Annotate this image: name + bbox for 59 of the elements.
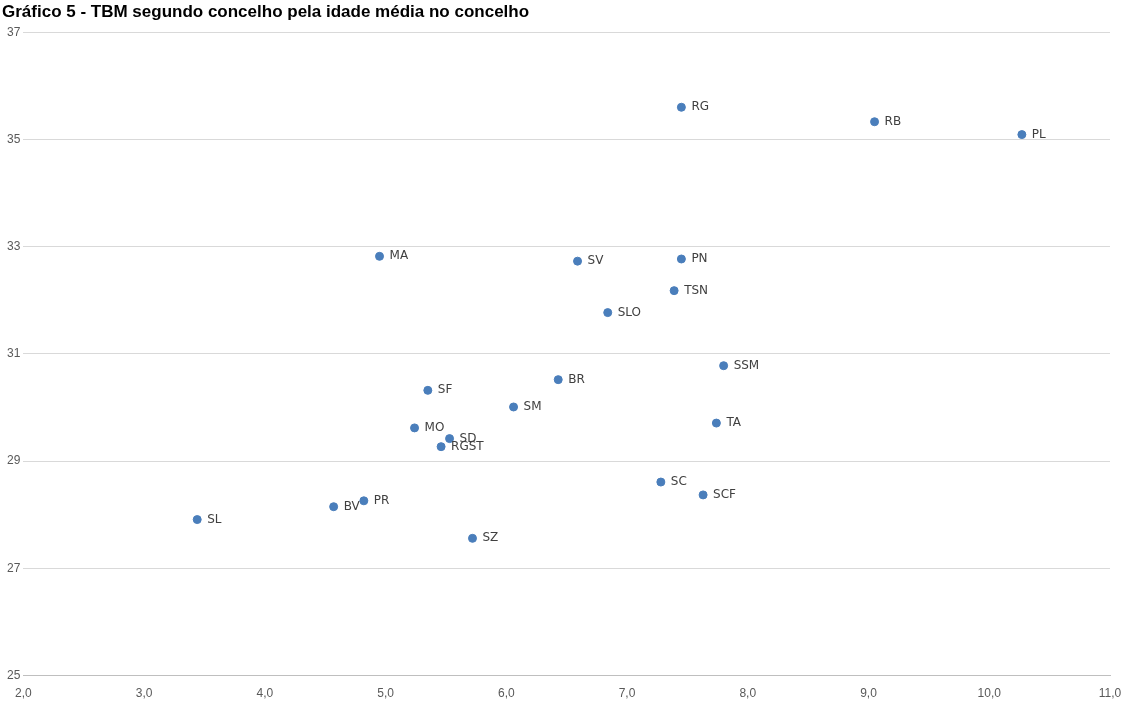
- series-label: SLO: [617, 304, 642, 319]
- point: [669, 286, 679, 296]
- y-tick-label: 37: [6, 24, 21, 39]
- y-tick-label: 25: [6, 667, 21, 682]
- series-label: BV: [343, 498, 361, 513]
- y-tick-label: 33: [6, 238, 21, 253]
- series-label: SSM: [733, 357, 760, 372]
- series-label: SM: [523, 399, 542, 414]
- point: [375, 251, 385, 261]
- x-tick-label: 5,0: [377, 686, 395, 701]
- series-label: SC: [670, 474, 687, 489]
- x-tick-label: 6,0: [497, 686, 515, 701]
- point: [436, 442, 446, 452]
- point: [573, 256, 583, 266]
- point: [676, 102, 686, 112]
- point: [656, 477, 666, 487]
- point: [711, 418, 721, 428]
- x-tick-label: 7,0: [618, 686, 636, 701]
- y-tick-label: 35: [6, 131, 21, 146]
- series-label: PN: [691, 251, 708, 266]
- point: [698, 490, 708, 500]
- x-tick-label: 2,0: [15, 686, 33, 701]
- point: [870, 117, 880, 127]
- x-tick-label: 3,0: [135, 686, 153, 701]
- x-tick-label: 4,0: [256, 686, 274, 701]
- x-tick-label: 10,0: [977, 686, 1002, 701]
- point: [676, 254, 686, 264]
- series-label: SV: [587, 253, 605, 268]
- point: [359, 496, 369, 506]
- y-tick-label: 27: [6, 560, 21, 575]
- point: [329, 502, 339, 512]
- point: [410, 423, 420, 433]
- chart-title: Gráfico 5 - TBM segundo concelho pela idade média no concelho: [2, 2, 531, 22]
- series-label: PL: [1031, 126, 1047, 141]
- series-label: SZ: [482, 530, 499, 545]
- point: [509, 402, 519, 412]
- series-label: MA: [389, 248, 409, 263]
- series-label: BR: [568, 371, 585, 386]
- series-label: SF: [437, 382, 453, 397]
- series-label: RB: [884, 113, 902, 128]
- point: [603, 308, 613, 318]
- point: [719, 361, 729, 371]
- series-label: RG: [691, 99, 710, 114]
- x-tick-label: 11,0: [1098, 686, 1122, 701]
- point: [1017, 130, 1027, 140]
- series-label: TA: [725, 415, 742, 430]
- series-label: SCF: [713, 487, 737, 502]
- point: [553, 375, 563, 385]
- x-tick-label: 8,0: [739, 686, 757, 701]
- point: [423, 385, 433, 395]
- y-tick-label: 29: [6, 453, 21, 468]
- x-tick-label: 9,0: [860, 686, 878, 701]
- series-label: MO: [424, 420, 445, 435]
- point: [192, 515, 202, 525]
- series-label: SL: [207, 511, 222, 526]
- y-tick-label: 31: [6, 346, 21, 361]
- point: [468, 533, 477, 543]
- series-label: PR: [373, 492, 390, 507]
- series-label: TSN: [683, 282, 709, 297]
